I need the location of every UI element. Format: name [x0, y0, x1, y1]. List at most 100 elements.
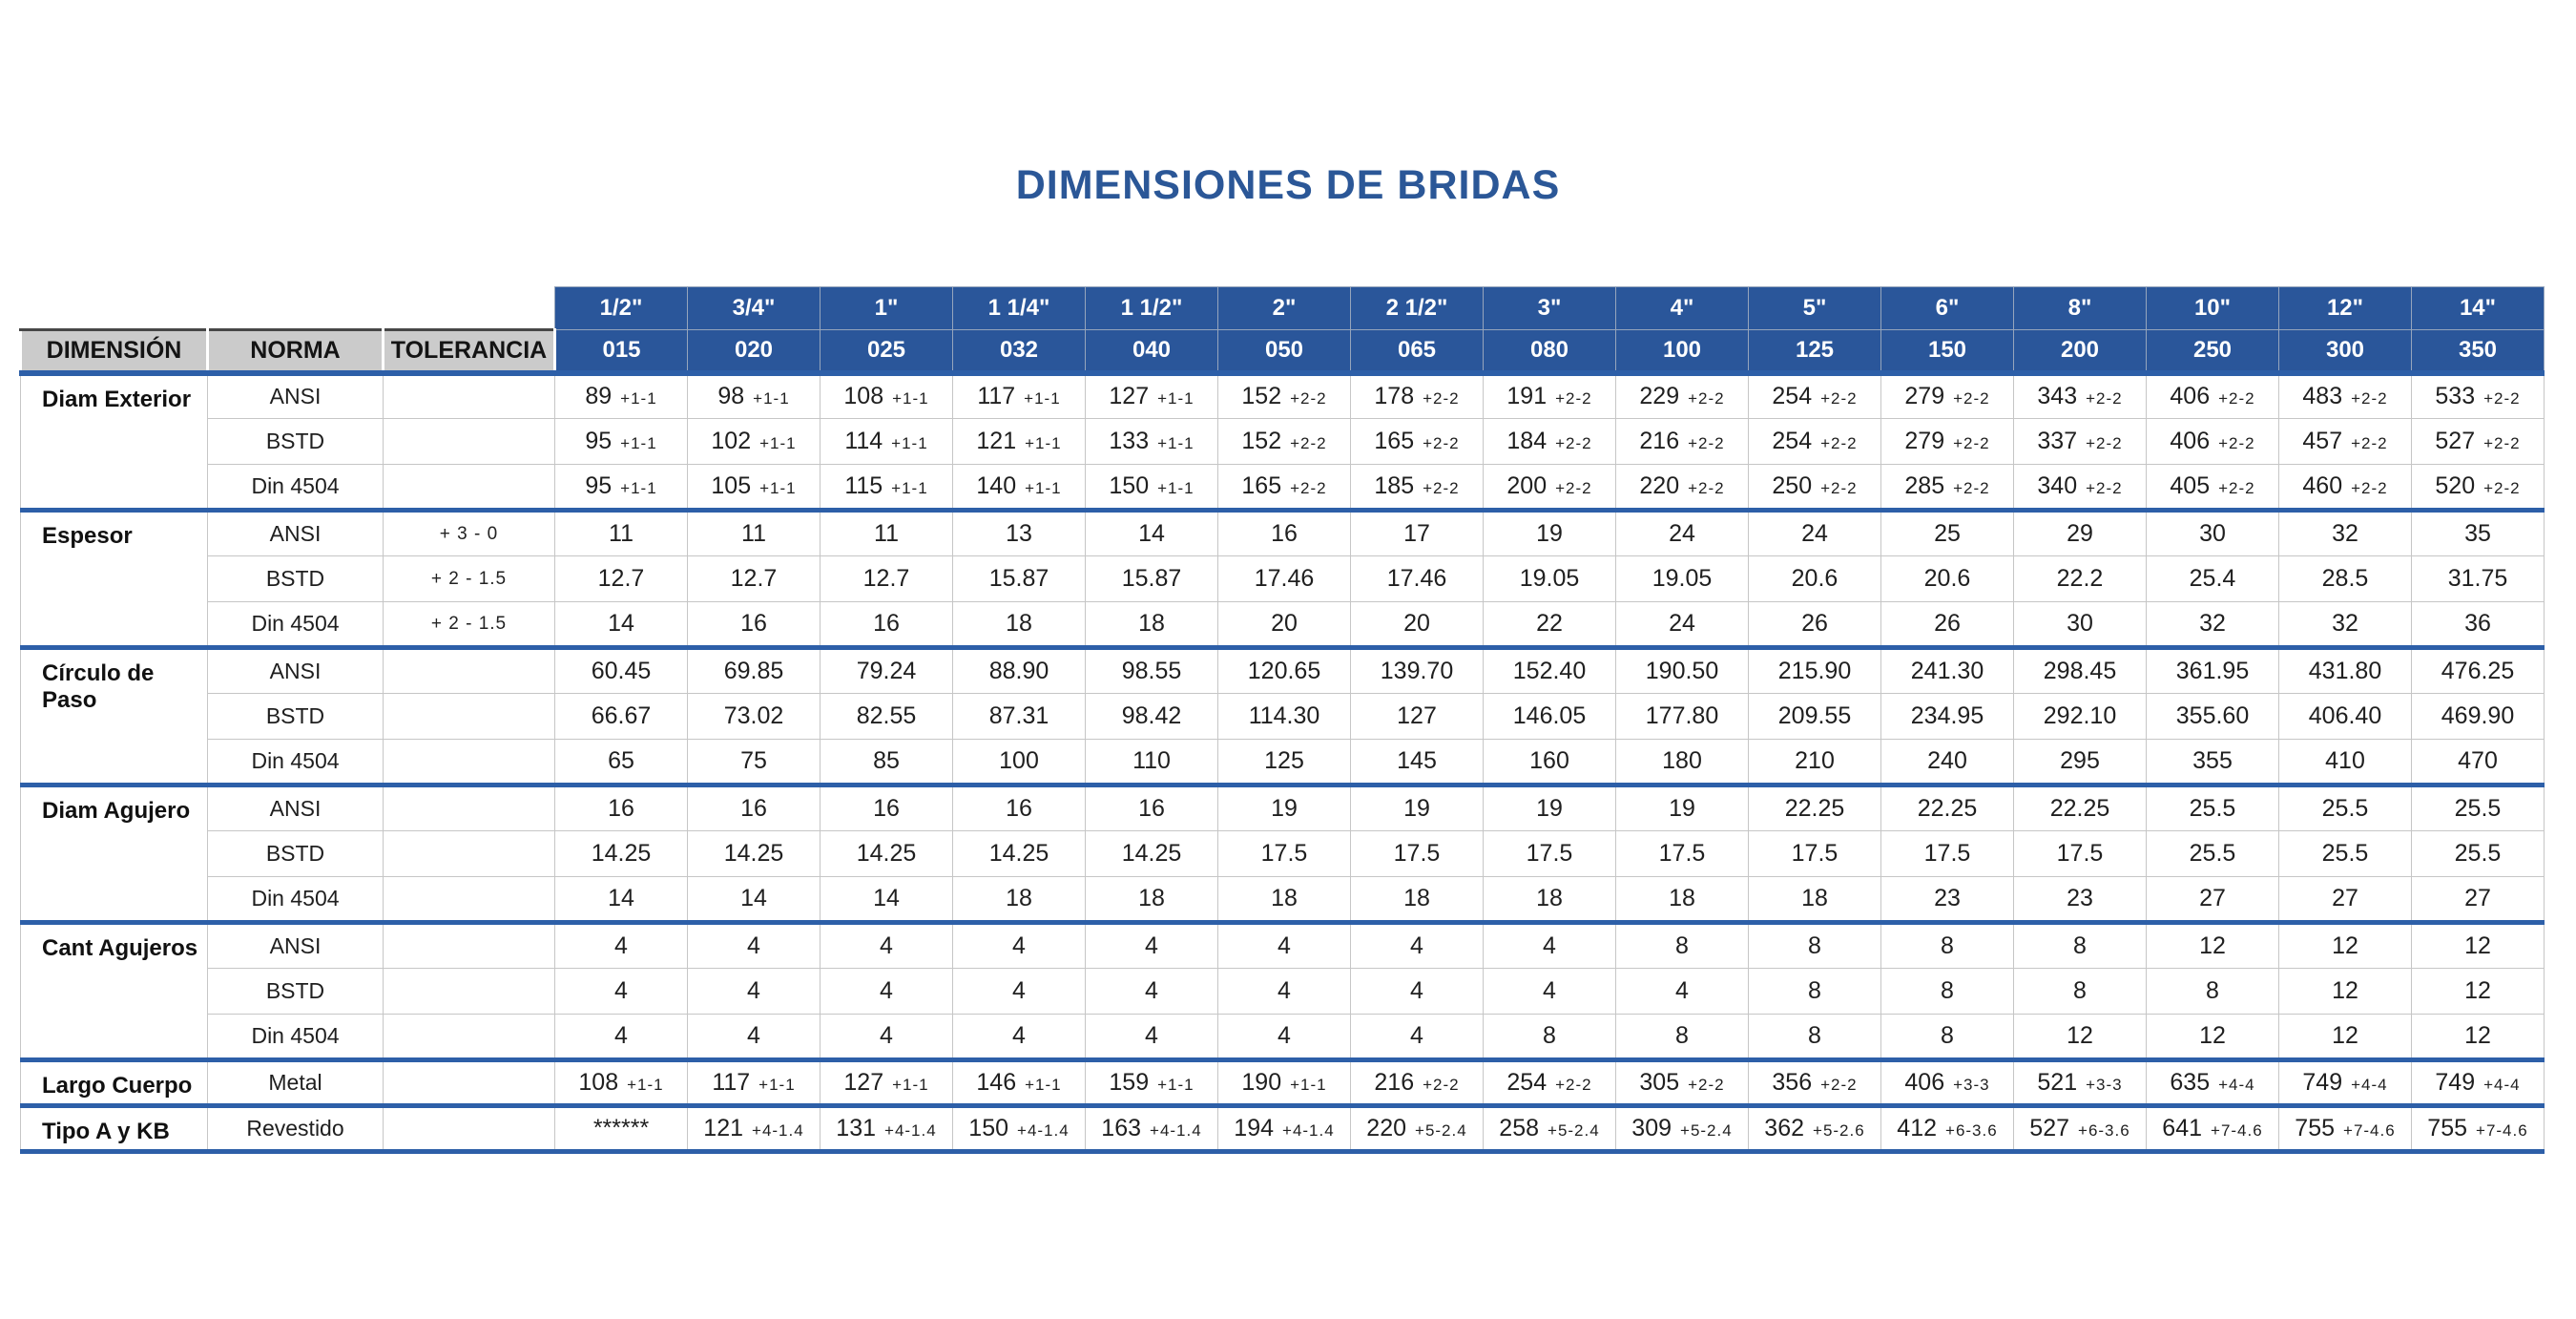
value-cell: 15.87 [952, 555, 1086, 602]
norma-cell: ANSI [207, 647, 384, 694]
value-cell: 24 [1615, 601, 1749, 650]
value-cell: 20 [1350, 601, 1484, 650]
value-cell: ****** [554, 1105, 688, 1154]
col-header-dn: 025 [820, 329, 953, 376]
value-cell: 22.2 [2013, 555, 2147, 602]
value-cell: 110 [1085, 739, 1218, 787]
value-cell: 120.65 [1217, 647, 1351, 694]
value-cell: 220 +5-2.4 [1350, 1105, 1484, 1154]
value-cell: 279 +2-2 [1880, 418, 2014, 465]
value-cell: 4 [1217, 922, 1351, 969]
value-cell: 4 [820, 968, 953, 1015]
value-cell: 25.5 [2278, 830, 2412, 877]
value-cell: 60.45 [554, 647, 688, 694]
value-cell: 14.25 [687, 830, 821, 877]
col-header-inch: 12" [2278, 286, 2412, 330]
value-cell: 163 +4-1.4 [1085, 1105, 1218, 1154]
norma-cell: BSTD [207, 693, 384, 740]
value-cell: 755 +7-4.6 [2411, 1105, 2545, 1154]
value-cell: 139.70 [1350, 647, 1484, 694]
value-cell: 115 +1-1 [820, 464, 953, 513]
value-cell: 95 +1-1 [554, 418, 688, 465]
tolerancia-cell [383, 785, 555, 831]
col-header-inch: 1/2" [554, 286, 688, 330]
value-cell: 121 +4-1.4 [687, 1105, 821, 1154]
value-cell: 406 +2-2 [2146, 418, 2279, 465]
value-cell: 229 +2-2 [1615, 372, 1749, 419]
value-cell: 11 [687, 510, 821, 556]
value-cell: 30 [2146, 510, 2279, 556]
dimension-label: Cant Agujeros [20, 922, 208, 1062]
col-header-dn: 200 [2013, 329, 2147, 376]
value-cell: 755 +7-4.6 [2278, 1105, 2412, 1154]
value-cell: 18 [1217, 876, 1351, 925]
value-cell: 4 [952, 968, 1086, 1015]
norma-cell: Din 4504 [207, 739, 384, 787]
col-header-inch: 1 1/2" [1085, 286, 1218, 330]
value-cell: 4 [1483, 922, 1616, 969]
value-cell: 527 +6-3.6 [2013, 1105, 2147, 1154]
value-cell: 470 [2411, 739, 2545, 787]
value-cell: 25.5 [2146, 785, 2279, 831]
value-cell: 27 [2411, 876, 2545, 925]
value-cell: 406.40 [2278, 693, 2412, 740]
value-cell: 191 +2-2 [1483, 372, 1616, 419]
value-cell: 26 [1880, 601, 2014, 650]
value-cell: 177.80 [1615, 693, 1749, 740]
value-cell: 19 [1350, 785, 1484, 831]
col-header-inch: 6" [1880, 286, 2014, 330]
tolerancia-cell [383, 372, 555, 419]
value-cell: 18 [1350, 876, 1484, 925]
value-cell: 8 [1748, 922, 1881, 969]
value-cell: 25 [1880, 510, 2014, 556]
value-cell: 150 +1-1 [1085, 464, 1218, 513]
tolerancia-cell [383, 1105, 555, 1154]
value-cell: 19 [1483, 785, 1616, 831]
value-cell: 131 +4-1.4 [820, 1105, 953, 1154]
value-cell: 29 [2013, 510, 2147, 556]
col-header-dn: 250 [2146, 329, 2279, 376]
value-cell: 24 [1748, 510, 1881, 556]
value-cell: 87.31 [952, 693, 1086, 740]
value-cell: 298.45 [2013, 647, 2147, 694]
value-cell: 410 [2278, 739, 2412, 787]
value-cell: 4 [554, 1014, 688, 1062]
table-row: Diam Exterior ANSI 89 +1-1 98 +1-1 108 +1-1 117 +… [20, 372, 2545, 513]
norma-cell: Din 4504 [207, 876, 384, 925]
value-cell: 121 +1-1 [952, 418, 1086, 465]
norma-cell: Din 4504 [207, 1014, 384, 1062]
tolerancia-cell [383, 418, 555, 465]
value-cell: 18 [1748, 876, 1881, 925]
blank-header-cell [20, 286, 208, 330]
value-cell: 8 [1483, 1014, 1616, 1062]
value-cell: 79.24 [820, 647, 953, 694]
value-cell: 476.25 [2411, 647, 2545, 694]
value-cell: 4 [952, 922, 1086, 969]
value-cell: 152 +2-2 [1217, 372, 1351, 419]
value-cell: 254 +2-2 [1748, 372, 1881, 419]
value-cell: 527 +2-2 [2411, 418, 2545, 465]
value-cell: 216 +2-2 [1350, 1059, 1484, 1108]
value-cell: 27 [2146, 876, 2279, 925]
value-cell: 14 [820, 876, 953, 925]
value-cell: 8 [1615, 1014, 1749, 1062]
table-row: Círculo de Paso ANSI 60.45 69.85 79.24 88.90 9… [20, 647, 2545, 787]
value-cell: 305 +2-2 [1615, 1059, 1749, 1108]
table-row: Tipo A y KB Revestido ****** 121 +4-1.4 131 +4… [20, 1105, 2545, 1154]
value-cell: 125 [1217, 739, 1351, 787]
value-cell: 11 [820, 510, 953, 556]
value-cell: 8 [1880, 968, 2014, 1015]
value-cell: 215.90 [1748, 647, 1881, 694]
value-cell: 8 [2146, 968, 2279, 1015]
value-cell: 17.5 [1217, 830, 1351, 877]
value-cell: 18 [1085, 876, 1218, 925]
value-cell: 16 [687, 785, 821, 831]
norma-cell: Revestido [207, 1105, 384, 1154]
value-cell: 17.5 [1748, 830, 1881, 877]
value-cell: 241.30 [1880, 647, 2014, 694]
col-header-dn: 040 [1085, 329, 1218, 376]
value-cell: 117 +1-1 [952, 372, 1086, 419]
value-cell: 18 [1085, 601, 1218, 650]
value-cell: 165 +2-2 [1217, 464, 1351, 513]
